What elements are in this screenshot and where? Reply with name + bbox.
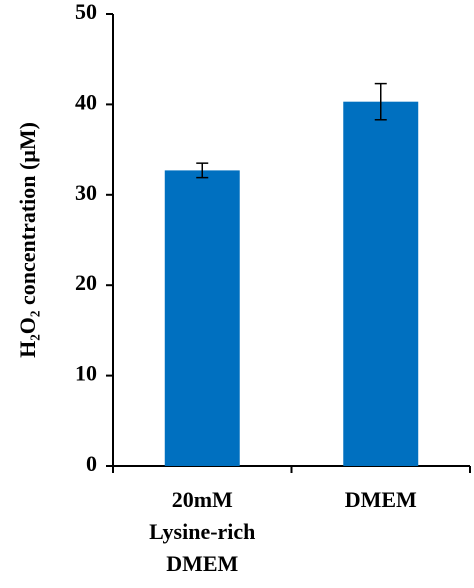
x-tick-label: DMEM	[166, 551, 238, 576]
x-tick-label: 20mM	[172, 487, 233, 512]
y-tick-label: 20	[75, 270, 97, 295]
bar	[164, 170, 240, 466]
x-tick-label: DMEM	[345, 487, 417, 512]
y-tick-label: 10	[75, 361, 97, 386]
y-tick-label: 0	[86, 451, 97, 476]
y-tick-label: 50	[75, 0, 97, 24]
x-tick-label: Lysine-rich	[149, 519, 255, 544]
bar	[343, 101, 419, 467]
y-axis-label: H₂O₂ concentration (μM)	[15, 122, 40, 358]
y-tick-label: 30	[75, 180, 97, 205]
y-tick-label: 40	[75, 89, 97, 114]
